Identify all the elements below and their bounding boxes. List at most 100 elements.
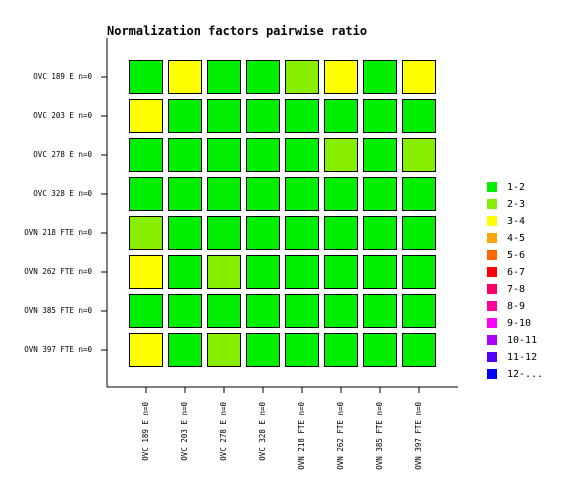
heatmap-cell: [363, 255, 397, 289]
heatmap-cell: [363, 333, 397, 367]
heatmap-cell: [285, 99, 319, 133]
heatmap-cell: [168, 216, 202, 250]
heatmap-cell: [402, 99, 436, 133]
heatmap-cell: [207, 333, 241, 367]
heatmap-cell: [207, 255, 241, 289]
legend-label: 11-12: [507, 352, 537, 363]
heatmap-cell: [324, 177, 358, 211]
heatmap-cell: [402, 216, 436, 250]
heatmap-cell: [402, 333, 436, 367]
heatmap-cell: [207, 177, 241, 211]
x-tick-label: OVN 397 FTE n=0: [414, 402, 423, 470]
legend-swatch: [487, 182, 497, 192]
heatmap-cell: [285, 216, 319, 250]
legend-swatch: [487, 352, 497, 362]
heatmap-cell: [246, 294, 280, 328]
heatmap-cell: [129, 216, 163, 250]
y-tick-label: OVN 397 FTE n=0: [24, 345, 92, 354]
heatmap-cell: [207, 294, 241, 328]
x-tick-label: OVN 262 FTE n=0: [336, 402, 345, 470]
heatmap-cell: [324, 255, 358, 289]
legend-swatch: [487, 233, 497, 243]
legend-label: 6-7: [507, 267, 525, 278]
x-tick-label: OVC 328 E n=0: [258, 402, 267, 461]
legend-label: 7-8: [507, 284, 525, 295]
heatmap-cell: [246, 177, 280, 211]
heatmap-cell: [363, 99, 397, 133]
chart-title: Normalization factors pairwise ratio: [107, 24, 367, 38]
heatmap-cell: [207, 216, 241, 250]
y-tick-label: OVC 328 E n=0: [33, 189, 92, 198]
x-tick-label: OVC 203 E n=0: [180, 402, 189, 461]
heatmap-cell: [168, 177, 202, 211]
heatmap-cell: [363, 138, 397, 172]
heatmap-cell: [129, 333, 163, 367]
heatmap-cell: [285, 177, 319, 211]
heatmap-cell: [129, 138, 163, 172]
legend-label: 9-10: [507, 318, 531, 329]
legend-label: 12-...: [507, 369, 543, 380]
heatmap-cell: [402, 177, 436, 211]
heatmap-cell: [207, 60, 241, 94]
heatmap-cell: [207, 99, 241, 133]
heatmap-cell: [324, 216, 358, 250]
heatmap-cell: [129, 294, 163, 328]
heatmap-cell: [129, 177, 163, 211]
heatmap-cell: [246, 60, 280, 94]
legend-swatch: [487, 284, 497, 294]
y-tick-label: OVN 385 FTE n=0: [24, 306, 92, 315]
legend-label: 3-4: [507, 216, 525, 227]
legend-swatch: [487, 301, 497, 311]
legend-swatch: [487, 216, 497, 226]
heatmap-cell: [324, 99, 358, 133]
heatmap-cell: [363, 216, 397, 250]
legend-swatch: [487, 267, 497, 277]
heatmap-cell: [402, 60, 436, 94]
legend-label: 10-11: [507, 335, 537, 346]
heatmap-cell: [168, 60, 202, 94]
heatmap-cell: [168, 333, 202, 367]
heatmap-cell: [285, 294, 319, 328]
heatmap-cell: [168, 255, 202, 289]
x-tick-label: OVC 189 E n=0: [141, 402, 150, 461]
legend-swatch: [487, 318, 497, 328]
legend-label: 2-3: [507, 199, 525, 210]
heatmap-cell: [246, 216, 280, 250]
legend-swatch: [487, 199, 497, 209]
legend-label: 1-2: [507, 182, 525, 193]
legend-label: 8-9: [507, 301, 525, 312]
heatmap-cell: [324, 60, 358, 94]
y-tick-label: OVC 189 E n=0: [33, 72, 92, 81]
heatmap-cell: [402, 294, 436, 328]
heatmap-cell: [363, 294, 397, 328]
heatmap-cell: [168, 99, 202, 133]
y-tick-label: OVN 262 FTE n=0: [24, 267, 92, 276]
legend-swatch: [487, 250, 497, 260]
heatmap-cell: [324, 294, 358, 328]
heatmap-cell: [363, 177, 397, 211]
x-tick-label: OVC 278 E n=0: [219, 402, 228, 461]
heatmap-cell: [246, 333, 280, 367]
heatmap-cell: [285, 333, 319, 367]
legend-swatch: [487, 335, 497, 345]
heatmap-cell: [363, 60, 397, 94]
heatmap-cell: [129, 60, 163, 94]
heatmap-cell: [246, 99, 280, 133]
x-tick-label: OVN 385 FTE n=0: [375, 402, 384, 470]
heatmap-cell: [207, 138, 241, 172]
y-tick-label: OVC 278 E n=0: [33, 150, 92, 159]
legend-swatch: [487, 369, 497, 379]
heatmap-cell: [168, 294, 202, 328]
heatmap-cell: [285, 255, 319, 289]
x-tick-label: OVN 218 FTE n=0: [297, 402, 306, 470]
heatmap-cell: [168, 138, 202, 172]
legend-label: 4-5: [507, 233, 525, 244]
heatmap-cell: [129, 99, 163, 133]
heatmap-cell: [402, 255, 436, 289]
heatmap-cell: [246, 138, 280, 172]
y-tick-label: OVC 203 E n=0: [33, 111, 92, 120]
heatmap-cell: [285, 60, 319, 94]
heatmap-cell: [285, 138, 319, 172]
legend-label: 5-6: [507, 250, 525, 261]
heatmap-cell: [402, 138, 436, 172]
